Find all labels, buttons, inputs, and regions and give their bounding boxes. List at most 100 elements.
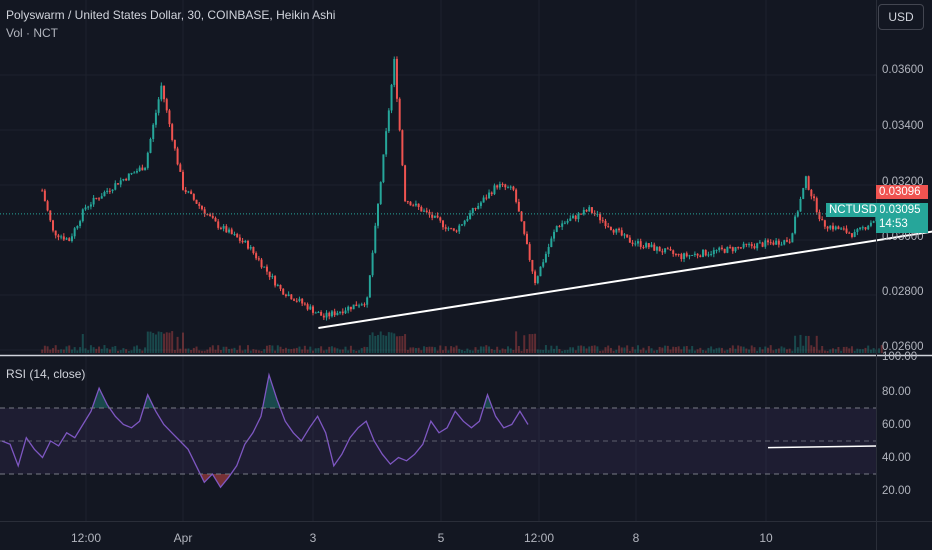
volume-bar bbox=[219, 350, 222, 353]
candle-body bbox=[108, 190, 111, 192]
candle-body bbox=[715, 250, 718, 252]
candle-body bbox=[867, 225, 870, 230]
candle-body bbox=[249, 247, 252, 249]
candle-body bbox=[163, 85, 166, 100]
volume-bar bbox=[130, 350, 133, 353]
grid bbox=[0, 0, 876, 521]
volume-bar bbox=[395, 336, 398, 353]
candle-body bbox=[813, 196, 816, 199]
candle-body bbox=[872, 221, 875, 223]
volume-bar bbox=[374, 335, 377, 353]
volume-bar bbox=[704, 350, 707, 353]
candle-body bbox=[238, 237, 241, 241]
volume-bar bbox=[241, 350, 244, 353]
volume-bar bbox=[699, 347, 702, 353]
volume-bar bbox=[878, 348, 881, 353]
candle-body bbox=[425, 210, 428, 212]
volume-bar bbox=[314, 348, 317, 353]
candle-body bbox=[642, 246, 645, 248]
last-price-tag: 0.03095 14:53 bbox=[876, 203, 928, 233]
candle-body bbox=[130, 173, 133, 175]
volume-bar bbox=[528, 334, 531, 353]
volume-bar bbox=[225, 346, 228, 353]
candle-body bbox=[856, 229, 859, 233]
candle-body bbox=[750, 244, 753, 247]
candle-body bbox=[330, 311, 333, 317]
candle-body bbox=[439, 217, 442, 221]
volume-bar bbox=[265, 345, 268, 353]
candle-body bbox=[645, 243, 648, 248]
candle-body bbox=[582, 209, 585, 215]
candle-body bbox=[737, 247, 740, 249]
candle-body bbox=[144, 167, 147, 171]
candle-body bbox=[390, 84, 393, 111]
volume-bar bbox=[290, 349, 293, 353]
currency-button[interactable]: USD bbox=[878, 4, 924, 30]
candle-body bbox=[436, 215, 439, 218]
volume-bar bbox=[861, 349, 864, 353]
candle-body bbox=[252, 247, 255, 254]
volume-bar bbox=[154, 334, 157, 353]
volume-bar bbox=[609, 347, 612, 353]
volume-bar bbox=[428, 346, 431, 353]
candle-body bbox=[864, 227, 867, 230]
volume-bar bbox=[282, 349, 285, 353]
volume-bar bbox=[525, 349, 528, 353]
candle-body bbox=[406, 201, 409, 203]
candle-body bbox=[469, 213, 472, 220]
candle-body bbox=[748, 244, 751, 246]
volume-bar bbox=[753, 347, 756, 353]
candle-body bbox=[241, 240, 244, 243]
trendline bbox=[318, 230, 932, 329]
candle-body bbox=[639, 241, 642, 247]
candle-body bbox=[301, 298, 304, 304]
volume-bar bbox=[596, 346, 599, 353]
candle-body bbox=[95, 197, 98, 199]
candle-body bbox=[368, 275, 371, 298]
volume-bar bbox=[512, 349, 515, 353]
candle-body bbox=[176, 148, 179, 165]
volume-bar bbox=[295, 347, 298, 353]
candle-body bbox=[328, 312, 331, 317]
candle-body bbox=[284, 294, 287, 296]
candle-body bbox=[832, 225, 835, 230]
volume-bar bbox=[729, 347, 732, 353]
candle-body bbox=[823, 220, 826, 227]
volume-bar bbox=[452, 347, 455, 353]
time-label: Apr bbox=[173, 531, 193, 545]
candles bbox=[41, 56, 883, 321]
volume-bar bbox=[520, 350, 523, 353]
volume-bar bbox=[171, 331, 174, 353]
volume-bar bbox=[737, 345, 740, 353]
candle-body bbox=[726, 246, 729, 253]
candle-body bbox=[612, 229, 615, 233]
volume-bar bbox=[734, 348, 737, 353]
volume-bar bbox=[832, 348, 835, 353]
volume-bar bbox=[856, 348, 859, 353]
candle-body bbox=[222, 226, 225, 229]
volume-bar bbox=[813, 346, 816, 353]
volume-bar bbox=[639, 349, 642, 353]
volume-bar bbox=[664, 345, 667, 353]
candle-body bbox=[347, 306, 350, 311]
volume-bar bbox=[772, 350, 775, 353]
volume-bar bbox=[834, 349, 837, 353]
rsi-tick: 80.00 bbox=[882, 386, 911, 398]
volume-bar bbox=[794, 335, 797, 353]
volume-bar bbox=[626, 345, 629, 353]
volume-bar bbox=[144, 347, 147, 353]
candle-body bbox=[580, 213, 583, 215]
volume-bar bbox=[642, 347, 645, 353]
volume-bar bbox=[274, 350, 277, 353]
volume-bar bbox=[758, 347, 761, 353]
volume-bar bbox=[252, 349, 255, 353]
rsi-tick: 20.00 bbox=[882, 485, 911, 497]
volume-bar bbox=[799, 334, 802, 353]
candle-body bbox=[138, 167, 141, 172]
volume-bar bbox=[276, 345, 279, 353]
candle-body bbox=[274, 276, 277, 286]
volume-bar bbox=[43, 345, 46, 353]
candle-body bbox=[609, 227, 612, 230]
candle-body bbox=[669, 249, 672, 251]
